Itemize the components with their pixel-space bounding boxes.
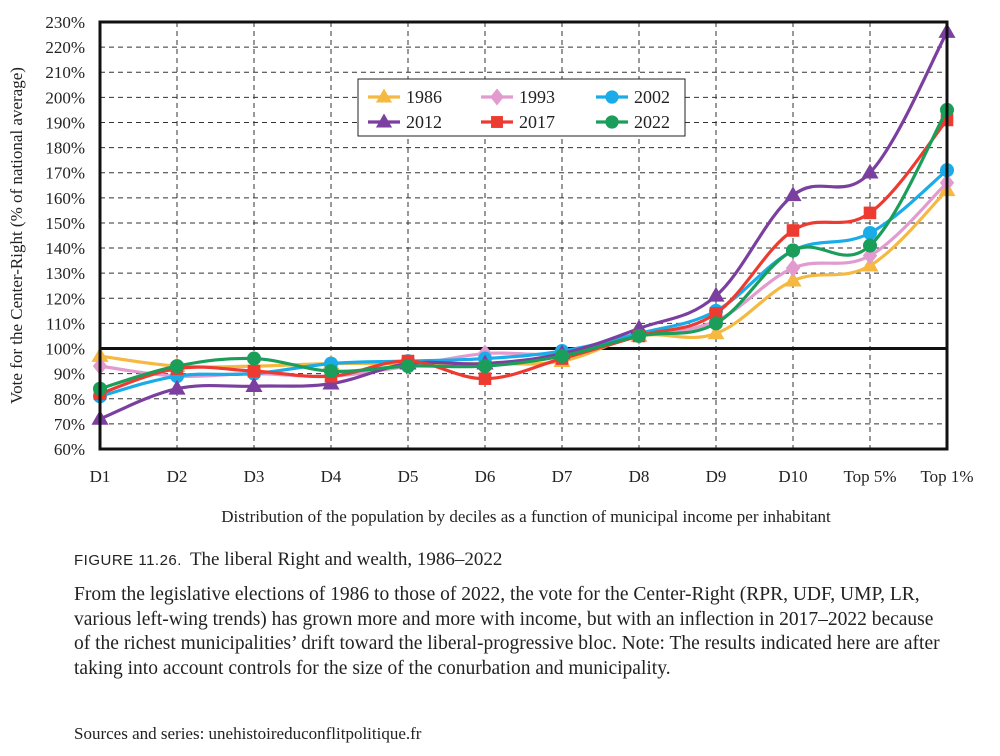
series-2022-point xyxy=(862,238,878,253)
series-2022-point xyxy=(169,359,185,374)
plot-frame xyxy=(98,20,949,451)
series-2017-point xyxy=(478,372,492,385)
series-2022-point xyxy=(323,364,339,379)
series-2012-point xyxy=(784,186,802,202)
legend-item-2012-label: 2012 xyxy=(406,112,442,132)
x-tick-label: D9 xyxy=(706,467,727,486)
y-tick-label: 180% xyxy=(45,139,85,158)
y-tick-label: 190% xyxy=(45,113,85,132)
legend-item-1986-label: 1986 xyxy=(406,87,442,107)
x-tick-label: D2 xyxy=(167,467,188,486)
x-tick-label: D6 xyxy=(475,467,496,486)
x-tick-label: D7 xyxy=(552,467,573,486)
legend-item-1993: 1993 xyxy=(481,87,555,107)
legend-item-1986: 1986 xyxy=(368,87,442,107)
x-tick-label: D10 xyxy=(778,467,807,486)
series-2012-point xyxy=(168,379,186,395)
series-1986-point xyxy=(707,324,725,340)
x-axis-title: Distribution of the population by decile… xyxy=(221,507,831,526)
figure-description: From the legislative elections of 1986 t… xyxy=(74,584,940,679)
chart: 60% 70% 80% 90% 100% 110% 120% 130% 140% 150% 160%… xyxy=(7,13,974,526)
legend-item-1993-marker xyxy=(490,88,504,106)
y-tick-label: 110% xyxy=(46,314,85,333)
series-2022-point xyxy=(785,243,801,258)
y-tick-label: 230% xyxy=(45,13,85,32)
legend-item-2012-marker xyxy=(375,113,393,128)
series-2017-point xyxy=(247,364,261,378)
series-2017-point xyxy=(709,307,723,320)
y-tick-label: 70% xyxy=(54,415,85,434)
x-tick-label: Top 1% xyxy=(920,467,973,486)
series-2012-point xyxy=(245,377,263,393)
y-tick-label: 60% xyxy=(54,440,85,459)
legend-item-2022-marker xyxy=(605,115,619,129)
x-tick-label: D3 xyxy=(244,467,265,486)
x-axis-ticks: D1 D2 D3 D4 D5 D6 D7 D8 D9 D10 Top 5% Top 1% xyxy=(90,467,974,486)
series-2022-point xyxy=(631,328,647,343)
y-axis-ticks: 60% 70% 80% 90% 100% 110% 120% 130% 140% 150% 160%… xyxy=(45,13,85,459)
legend-item-2017: 2017 xyxy=(481,112,555,132)
figure-source: Sources and series: unehistoireduconflit… xyxy=(74,724,422,743)
x-tick-label: D4 xyxy=(321,467,342,486)
figure-heading: FIGURE 11.26. The liberal Right and wealt… xyxy=(74,549,954,571)
legend-item-2017-marker xyxy=(491,116,503,128)
legend: 1986 1993 2002 2012 2017 2022 xyxy=(357,78,686,137)
x-tick-label: Top 5% xyxy=(843,467,896,486)
legend-item-2017-label: 2017 xyxy=(519,112,555,132)
y-tick-label: 220% xyxy=(45,38,85,57)
series-2012-point xyxy=(707,286,725,302)
series-1986-point xyxy=(784,271,802,287)
x-tick-label: D1 xyxy=(90,467,111,486)
x-tick-label: D5 xyxy=(398,467,419,486)
legend-item-2022-label: 2022 xyxy=(634,112,670,132)
series-1993 xyxy=(92,173,955,386)
series-2022-point xyxy=(477,359,493,374)
legend-item-2002-marker xyxy=(605,90,619,104)
series-2022-point xyxy=(708,316,724,331)
series-2012-point xyxy=(861,163,879,179)
series-1986-line xyxy=(99,189,949,369)
y-tick-label: 90% xyxy=(54,365,85,384)
figure-label: FIGURE 11.26. xyxy=(74,552,182,569)
x-tick-label: D8 xyxy=(629,467,650,486)
series-2002-point xyxy=(862,225,878,241)
y-axis-title: Vote for the Center-Right (% of national… xyxy=(7,67,26,404)
series-1986 xyxy=(91,181,956,372)
series-2017-point xyxy=(786,224,800,237)
figure-title: The liberal Right and wealth, 1986–2022 xyxy=(189,549,503,570)
series-2022-point xyxy=(246,351,262,366)
y-tick-label: 80% xyxy=(54,390,85,409)
legend-item-2012: 2012 xyxy=(368,112,442,132)
series-2022 xyxy=(92,102,955,396)
series-2022-line xyxy=(99,109,949,391)
y-tick-label: 120% xyxy=(45,289,85,308)
legend-item-2002-label: 2002 xyxy=(634,87,670,107)
y-tick-label: 140% xyxy=(45,239,85,258)
y-tick-label: 200% xyxy=(45,88,85,107)
y-tick-label: 160% xyxy=(45,189,85,208)
y-tick-label: 130% xyxy=(45,264,85,283)
legend-box xyxy=(357,78,686,137)
y-tick-label: 210% xyxy=(45,63,85,82)
series-2022-point xyxy=(400,359,416,374)
legend-item-1986-marker xyxy=(375,88,393,103)
y-tick-label: 100% xyxy=(45,340,85,359)
legend-item-1993-label: 1993 xyxy=(519,87,555,107)
series-lines xyxy=(91,23,956,425)
legend-item-2002: 2002 xyxy=(596,87,670,107)
y-tick-label: 150% xyxy=(45,214,85,233)
series-2017-point xyxy=(863,206,877,220)
series-2022-point xyxy=(554,349,570,364)
legend-item-2022: 2022 xyxy=(596,112,670,132)
y-tick-label: 170% xyxy=(45,164,85,183)
series-1993-point xyxy=(785,259,801,278)
